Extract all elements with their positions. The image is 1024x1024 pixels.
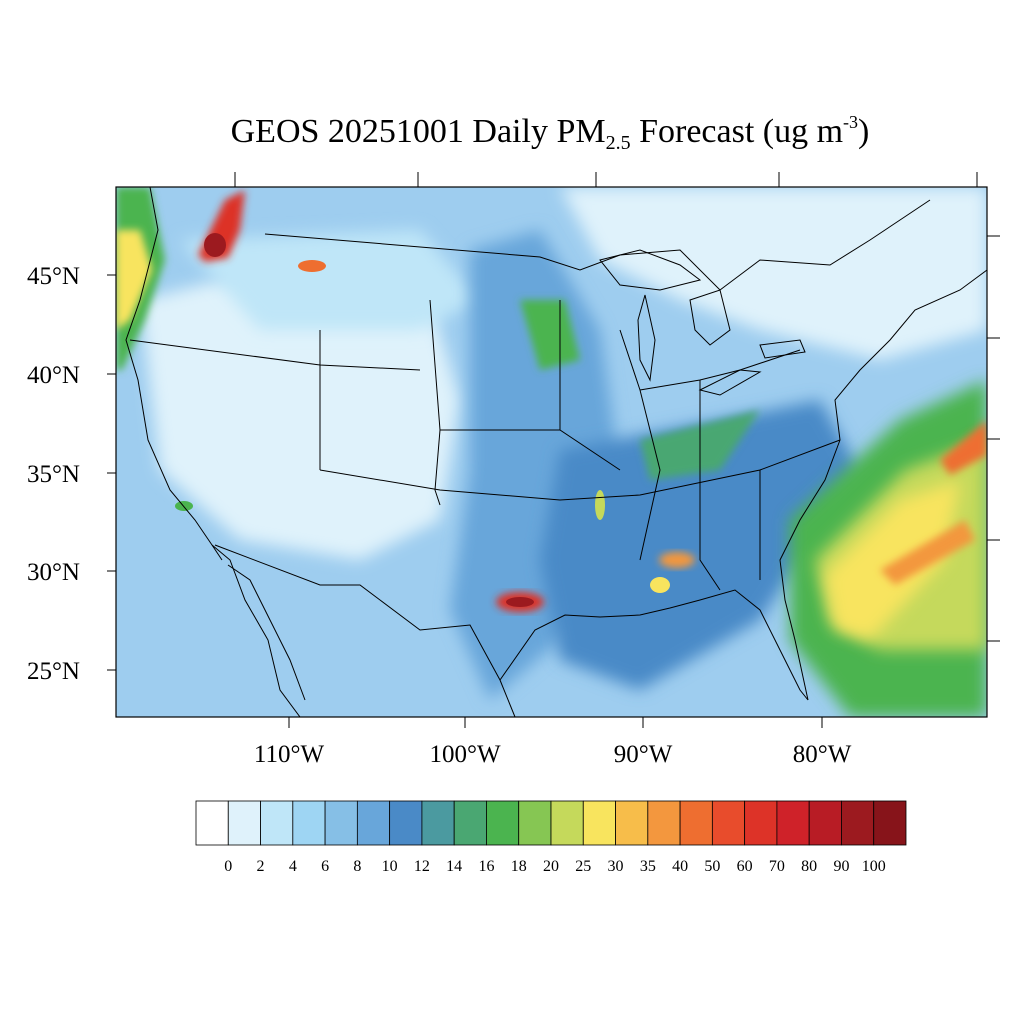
colorbar-label: 30 xyxy=(608,858,624,875)
border-mississippi-river xyxy=(619,329,661,561)
field-region-atlantic-orange-1 xyxy=(880,520,975,585)
border-co-ks xyxy=(429,299,441,506)
lat-label-30: 30°N xyxy=(27,559,80,586)
colorbar-label: 60 xyxy=(737,858,753,875)
map-title: GEOS 20251001 Daily PM2.5 Forecast (ug m… xyxy=(230,112,870,154)
hotspot-idaho-core xyxy=(204,233,226,257)
colorbar-box xyxy=(421,800,455,846)
colorbar-box xyxy=(324,800,358,846)
colorbar-box xyxy=(292,800,326,846)
colorbar-box xyxy=(615,800,649,846)
colorbar-label: 0 xyxy=(224,858,232,875)
colorbar-label: 6 xyxy=(321,858,329,875)
colorbar-box xyxy=(582,800,616,846)
us-mexico-border xyxy=(214,544,516,717)
colorbar-label: 100 xyxy=(862,858,886,875)
pacific-coastline xyxy=(125,187,223,561)
lake-superior xyxy=(599,249,702,291)
hotspot-arkansas xyxy=(595,490,605,520)
colorbar-label: 35 xyxy=(640,858,656,875)
colorbar-label: 2 xyxy=(257,858,265,875)
field-region-west-interior xyxy=(140,260,460,560)
colorbar-box xyxy=(195,800,229,846)
tick-marks xyxy=(107,172,1000,728)
lat-label-45: 45°N xyxy=(27,263,80,290)
colorbar-label: 8 xyxy=(353,858,361,875)
hotspot-houston-core xyxy=(506,597,534,607)
lake-ontario xyxy=(759,339,806,359)
colorbar-box xyxy=(647,800,681,846)
colorbar-label: 10 xyxy=(382,858,398,875)
colorbar-box xyxy=(550,800,584,846)
hotspot-socal xyxy=(175,501,193,511)
colorbar-label: 4 xyxy=(289,858,297,875)
colorbar-label: 40 xyxy=(672,858,688,875)
lon-label-100w: 100°W xyxy=(429,741,500,768)
lake-michigan xyxy=(637,294,656,382)
map-frame xyxy=(115,186,988,718)
lake-erie xyxy=(698,369,762,396)
colorbar-label: 16 xyxy=(478,858,494,875)
field-region-atlantic-orange-2 xyxy=(940,420,987,475)
great-lakes xyxy=(599,249,806,396)
lat-label-40: 40°N xyxy=(27,362,80,389)
gulf-of-california-coast xyxy=(227,564,306,701)
lake-huron xyxy=(689,289,731,346)
border-ohio xyxy=(639,349,801,391)
colorbar-box xyxy=(389,800,423,846)
colorbar-box xyxy=(260,800,294,846)
concentration-field xyxy=(116,187,987,717)
colorbar-box xyxy=(679,800,713,846)
field-region-atlantic-yellow xyxy=(825,480,960,640)
colorbar-box xyxy=(744,800,778,846)
colorbar-box xyxy=(711,800,746,846)
colorbar-box xyxy=(776,800,810,846)
colorbar-label: 80 xyxy=(801,858,817,875)
colorbar-label: 12 xyxy=(414,858,430,875)
field-region-northeast xyxy=(560,187,987,360)
lat-label-25: 25°N xyxy=(27,658,80,685)
colorbar-box xyxy=(486,800,520,846)
lon-label-90w: 90°W xyxy=(614,741,673,768)
baja-coastline xyxy=(211,544,301,717)
border-36-line xyxy=(319,439,841,501)
colorbar-label: 90 xyxy=(833,858,849,875)
field-region-pacific-yellow xyxy=(116,230,152,330)
colorbar-labels: 0 2 4 6 8 10 12 14 16 18 20 25 30 35 40 50 60 70 80 90 100 xyxy=(224,858,885,875)
colorbar-label: 25 xyxy=(575,858,591,875)
colorbar-box xyxy=(356,800,391,846)
hotspot-mississippi xyxy=(659,552,695,568)
colorbar-label: 14 xyxy=(446,858,462,875)
latitude-labels: 45°N 40°N 35°N 30°N 25°N xyxy=(27,263,80,685)
colorbar-label: 70 xyxy=(769,858,785,875)
lon-label-80w: 80°W xyxy=(793,741,852,768)
colorbar-box xyxy=(227,800,261,846)
field-region-dakota-smoke xyxy=(520,300,580,370)
colorbar-label: 20 xyxy=(543,858,559,875)
longitude-labels: 110°W 100°W 90°W 80°W xyxy=(254,741,852,768)
colorbar xyxy=(195,800,907,846)
colorbar-box xyxy=(808,800,842,846)
gulf-coastline xyxy=(499,589,809,701)
colorbar-label: 50 xyxy=(704,858,720,875)
colorbar-box xyxy=(453,800,487,846)
lon-label-110w: 110°W xyxy=(254,741,325,768)
field-region-northwest xyxy=(180,230,480,330)
colorbar-box xyxy=(841,800,875,846)
hotspot-montana xyxy=(298,260,326,272)
colorbar-label: 18 xyxy=(511,858,527,875)
lat-label-35: 35°N xyxy=(27,461,80,488)
colorbar-box xyxy=(873,800,907,846)
hotspot-alabama xyxy=(650,577,670,593)
colorbar-box xyxy=(518,800,552,846)
border-al-ga xyxy=(699,380,721,591)
